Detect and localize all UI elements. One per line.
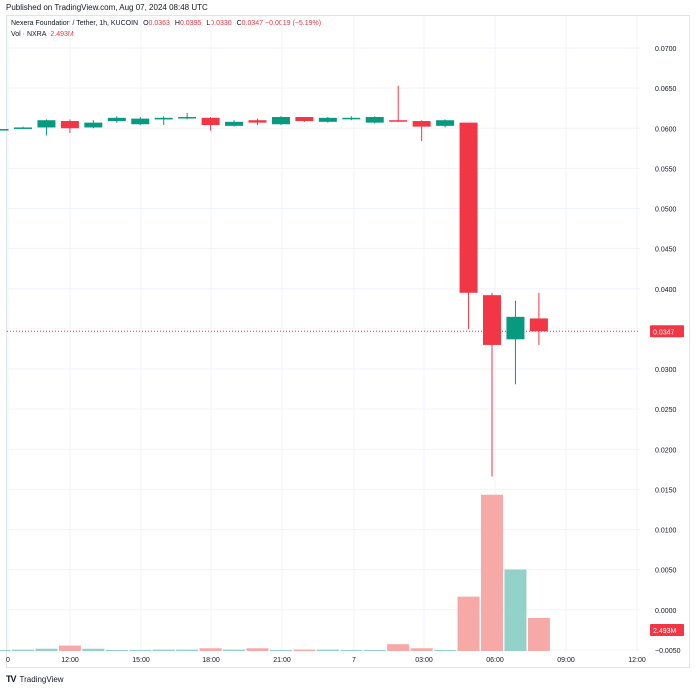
high-label: H <box>174 20 180 27</box>
volume-bar <box>129 650 152 651</box>
footer: TV TradingView <box>6 674 64 684</box>
candle-body <box>365 117 384 123</box>
candle-body <box>436 120 455 126</box>
price-tick-label: 0.0200 <box>655 447 677 454</box>
volume-bar <box>316 649 339 651</box>
price-tick-label: 0.0100 <box>655 528 677 535</box>
price-tick-label: 0.0600 <box>655 126 677 133</box>
volume-bar <box>527 617 550 651</box>
volume-bar <box>457 596 480 651</box>
volume-bar <box>35 648 58 651</box>
time-tick-label: 03:00 <box>415 657 433 664</box>
volume-bar <box>82 648 105 651</box>
candle-body <box>37 120 56 128</box>
volume-bar <box>152 649 175 651</box>
volume-bar <box>105 650 128 651</box>
low-value: 0.0330 <box>210 20 232 27</box>
volume-bar <box>223 649 246 651</box>
legend-volume: Vol · NXRA 2.493M <box>11 31 74 38</box>
legend-ohlc: Nexera Foundation / Tether, 1h, KUCOIN O… <box>11 20 321 27</box>
candle-body <box>0 129 9 131</box>
candle-body <box>14 127 32 129</box>
volume-bar <box>481 494 503 651</box>
price-tick-label: 0.0700 <box>655 46 677 53</box>
time-tick-label: 7 <box>352 657 356 664</box>
open-label: O <box>143 20 149 27</box>
candle-body <box>389 120 408 122</box>
time-tick-label: 12:00 <box>628 657 646 664</box>
volume-bar <box>340 650 363 651</box>
price-tick-label: 0.0300 <box>655 367 677 374</box>
tradingview-logo-icon: TV <box>6 674 16 684</box>
volume-bar <box>58 645 81 651</box>
candle-body <box>342 117 361 120</box>
volume-bar <box>199 648 222 651</box>
time-tick-label: 12:00 <box>61 657 79 664</box>
time-tick-label: 18:00 <box>202 657 220 664</box>
volume-value: 2.493M <box>50 31 74 38</box>
candle-body <box>412 121 431 127</box>
volume-bar <box>269 650 292 651</box>
published-caption: Published on TradingView.com, Aug 07, 20… <box>6 3 208 12</box>
volume-bar <box>176 649 199 651</box>
volume-bar <box>434 650 457 651</box>
price-tick-label: 0.0000 <box>655 608 677 615</box>
price-tick-label: 0.0150 <box>655 487 677 494</box>
volume-bar <box>363 650 386 651</box>
time-tick-label: 09:00 <box>557 657 575 664</box>
volume-bar <box>387 644 410 651</box>
price-tick-label: 0.0550 <box>655 166 677 173</box>
volume-bar <box>0 650 11 651</box>
last-price-label: 0.0347 <box>653 329 675 336</box>
symbol-title[interactable]: Nexera Foundation / Tether, 1h, KUCOIN <box>11 20 139 27</box>
low-label: L <box>206 20 211 27</box>
price-tick-label: 0.0650 <box>655 86 677 93</box>
candle-body <box>529 318 548 332</box>
candle-body <box>248 120 267 123</box>
time-tick-label: 06:00 <box>486 657 504 664</box>
volume-label[interactable]: Vol · NXRA <box>11 31 47 38</box>
candle-body <box>84 122 103 128</box>
price-tick-label: 0.0400 <box>655 287 677 294</box>
candle-body <box>60 121 79 129</box>
close-label: C <box>236 20 242 27</box>
time-tick-label: 21:00 <box>273 657 291 664</box>
price-tick-label: 0.0250 <box>655 407 677 414</box>
volume-bar <box>293 649 316 651</box>
change-value: −0.0019 (−5.19%) <box>265 20 322 27</box>
price-tick-label: 0.0050 <box>655 568 677 575</box>
volume-bar <box>246 648 269 651</box>
candle-body <box>459 122 478 293</box>
volume-badge <box>650 624 684 636</box>
candle-body <box>483 295 501 345</box>
time-tick-label: 0 <box>6 657 10 664</box>
candle-body <box>131 118 150 125</box>
last-price-badge <box>650 325 684 338</box>
price-tick-label: 0.0500 <box>655 207 677 214</box>
candle-body <box>318 117 337 122</box>
candle-body <box>201 117 220 126</box>
candle-body <box>154 117 173 120</box>
volume-bar <box>504 569 527 651</box>
time-tick-label: 15:00 <box>132 657 150 664</box>
open-value: 0.0363 <box>148 20 170 27</box>
candle-body <box>295 117 314 122</box>
candle-body <box>506 316 525 340</box>
high-value: 0.0395 <box>179 20 202 27</box>
volume-bar <box>12 649 34 651</box>
candle-body <box>225 121 244 126</box>
candle-body <box>271 117 290 125</box>
footer-brand: TradingView <box>19 674 64 684</box>
volume-bar <box>410 648 433 651</box>
candle-body <box>178 117 197 119</box>
price-tick-label: 0.0450 <box>655 247 677 254</box>
price-tick-label: −0.0050 <box>655 648 681 655</box>
chart-frame <box>6 15 690 668</box>
volume-badge-label: 2.493M <box>653 628 677 635</box>
candle-body <box>107 117 126 122</box>
close-value: 0.0347 <box>241 20 264 27</box>
